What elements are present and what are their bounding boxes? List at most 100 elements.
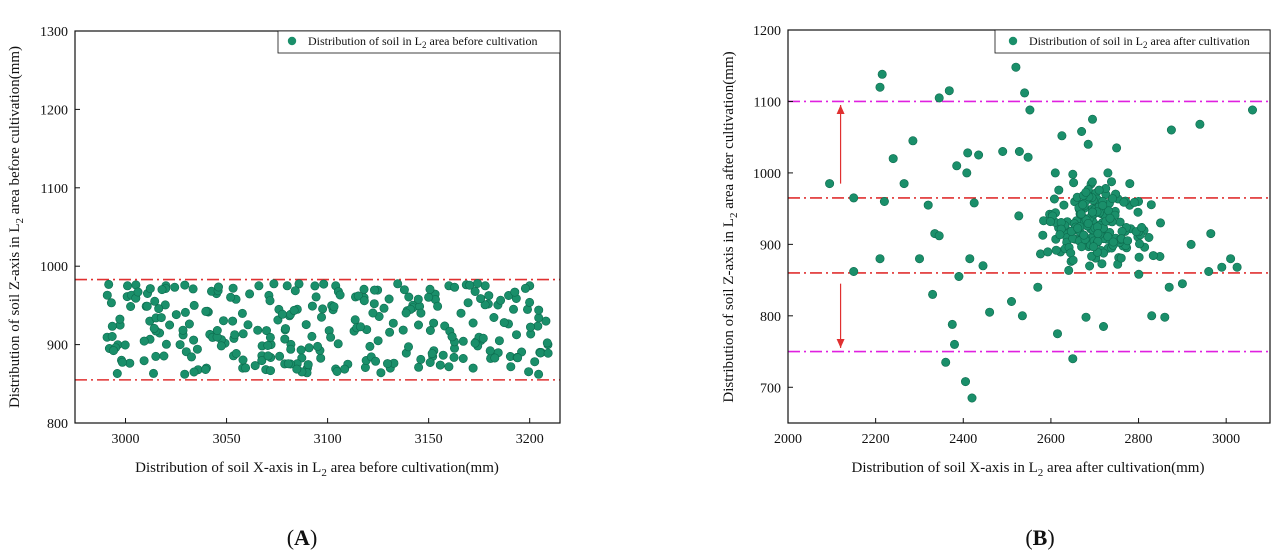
data-point <box>290 286 300 296</box>
data-point <box>294 279 304 289</box>
data-point <box>465 280 475 290</box>
data-point <box>340 364 350 374</box>
data-point <box>963 148 973 158</box>
data-point <box>107 321 117 331</box>
data-point <box>427 349 437 359</box>
data-point <box>117 357 127 367</box>
data-point <box>201 306 211 316</box>
data-point <box>382 359 392 369</box>
data-point <box>303 360 313 370</box>
data-point <box>292 364 302 374</box>
data-point <box>180 369 190 379</box>
data-point <box>1094 185 1104 195</box>
data-point <box>508 304 518 314</box>
data-point <box>123 281 133 291</box>
x-tick-label: 2800 <box>1125 432 1153 447</box>
data-point <box>189 300 199 310</box>
data-point <box>102 290 112 300</box>
data-point <box>1006 296 1016 306</box>
data-point <box>472 278 482 288</box>
data-point <box>1146 200 1156 210</box>
legend-box-b <box>994 29 1271 54</box>
data-point <box>435 360 445 370</box>
x-axis-ticks-b: 2000 2200 2400 2600 2800 3000 <box>774 418 1240 447</box>
y-tick-label: 1200 <box>40 103 68 118</box>
data-point <box>365 341 375 351</box>
data-point <box>282 281 292 291</box>
y-tick-label: 800 <box>760 310 781 325</box>
data-point <box>513 353 523 363</box>
data-point <box>1077 127 1087 137</box>
data-point <box>243 320 253 330</box>
data-point <box>825 179 835 189</box>
data-point <box>1087 177 1097 187</box>
data-point <box>1089 242 1099 252</box>
data-point <box>1043 247 1053 257</box>
data-point <box>112 368 122 378</box>
data-point <box>1125 179 1135 189</box>
data-point <box>1148 251 1158 261</box>
data-point <box>1232 262 1242 272</box>
data-point <box>353 291 363 301</box>
data-point <box>1098 200 1108 210</box>
data-point <box>510 287 520 297</box>
data-point <box>542 338 552 348</box>
data-point <box>226 292 236 302</box>
data-point <box>265 366 275 376</box>
data-point <box>468 318 478 328</box>
data-point <box>189 367 199 377</box>
data-point <box>1093 229 1103 239</box>
data-point <box>192 344 202 354</box>
data-point <box>265 296 275 306</box>
x-tick-label: 3200 <box>516 432 544 447</box>
data-point <box>535 348 545 358</box>
data-point <box>425 325 435 335</box>
y-tick-label: 900 <box>760 238 781 253</box>
data-point <box>154 304 164 314</box>
data-point <box>178 325 188 335</box>
data-point <box>359 296 369 306</box>
data-point <box>384 294 394 304</box>
data-point <box>286 344 296 354</box>
data-point <box>954 271 964 281</box>
data-point <box>449 352 459 362</box>
data-point <box>1160 312 1170 322</box>
data-point <box>120 340 130 350</box>
data-point <box>960 377 970 387</box>
data-point <box>1045 217 1055 227</box>
data-point <box>534 369 544 379</box>
data-point <box>490 353 500 363</box>
data-point <box>1064 265 1074 275</box>
data-point <box>373 336 383 346</box>
data-point <box>875 82 885 92</box>
chart-b: 700 800 900 1000 1100 1200 2000 2200 2400 2600 28… <box>721 24 1271 550</box>
data-point <box>156 313 166 323</box>
data-point <box>115 314 125 324</box>
data-point <box>368 308 378 318</box>
data-point <box>1011 62 1021 72</box>
data-point <box>257 356 267 366</box>
data-point <box>126 301 136 311</box>
plot-frame-a <box>74 30 561 424</box>
data-point <box>307 331 317 341</box>
data-point <box>316 353 326 363</box>
data-point <box>263 340 273 350</box>
x-tick-label: 3000 <box>1212 432 1240 447</box>
data-point <box>269 279 279 289</box>
data-point <box>1137 223 1147 233</box>
data-point <box>499 318 509 328</box>
data-point <box>494 336 504 346</box>
data-point <box>1050 168 1060 178</box>
data-point <box>189 335 199 345</box>
data-point <box>1105 213 1115 223</box>
data-point <box>125 358 135 368</box>
data-point <box>525 322 535 332</box>
data-point <box>1134 269 1144 279</box>
data-point <box>1226 254 1236 264</box>
data-point <box>165 320 175 330</box>
data-point <box>965 254 975 264</box>
data-point <box>253 325 263 335</box>
data-point <box>1144 233 1154 243</box>
data-point <box>216 341 226 351</box>
